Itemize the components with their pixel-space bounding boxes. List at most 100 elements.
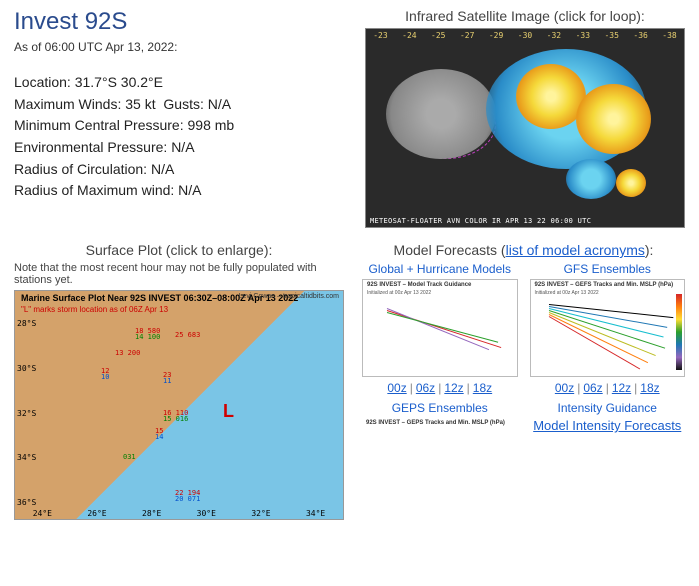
lon-tick: -23 — [373, 31, 387, 40]
global-img-title: 92S INVEST – Model Track Guidance — [367, 282, 471, 288]
lon-tick: -35 — [604, 31, 618, 40]
y-tick: 36°S — [17, 498, 36, 507]
loc-value: 31.7°S 30.2°E — [75, 74, 163, 90]
roc-label: Radius of Circulation: — [14, 161, 147, 177]
gfs-img-title: 92S INVEST – GEFS Tracks and Min. MSLP (… — [535, 282, 674, 288]
station-plot: 1210 — [101, 369, 109, 381]
station-plot: 1514 — [155, 429, 163, 441]
satellite-title: Infrared Satellite Image (click for loop… — [365, 8, 685, 24]
y-tick: 28°S — [17, 319, 36, 328]
run-link-12z[interactable]: 12z — [612, 381, 631, 395]
x-tick: 26°E — [87, 509, 106, 518]
y-tick: 34°S — [17, 453, 36, 462]
lon-tick: -27 — [460, 31, 474, 40]
separator: | — [606, 381, 609, 395]
y-tick: 30°S — [17, 364, 36, 373]
satellite-lon-ticks: -23 -24 -25 -27 -29 -30 -32 -33 -35 -36 -38 — [366, 31, 684, 40]
rmw-value: N/A — [178, 182, 201, 198]
lon-tick: -24 — [402, 31, 416, 40]
lon-tick: -29 — [489, 31, 503, 40]
y-tick: 32°S — [17, 409, 36, 418]
roc-value: N/A — [151, 161, 174, 177]
global-models-image[interactable]: 92S INVEST – Model Track Guidance Initia… — [362, 279, 518, 377]
models-section-prefix: Model Forecasts ( — [394, 242, 506, 258]
lon-tick: -33 — [576, 31, 590, 40]
storm-title: Invest 92S — [14, 8, 345, 36]
run-link-06z[interactable]: 06z — [583, 381, 602, 395]
lon-tick: -30 — [518, 31, 532, 40]
model-acronyms-link[interactable]: list of model acronyms — [506, 242, 645, 258]
gfs-run-links: 00z|06z|12z|18z — [530, 381, 686, 395]
geps-img-title: 92S INVEST – GEPS Tracks and Min. MSLP (… — [366, 420, 505, 426]
station-plot: 22 19420 071 — [175, 491, 200, 503]
lon-tick: -36 — [633, 31, 647, 40]
maxwind-label: Maximum Winds: — [14, 96, 121, 112]
run-link-06z[interactable]: 06z — [416, 381, 435, 395]
station-plot: 13 200 — [115, 351, 140, 357]
satellite-image[interactable]: -23 -24 -25 -27 -29 -30 -32 -33 -35 -36 -38 METEOS… — [365, 28, 685, 228]
run-link-18z[interactable]: 18z — [473, 381, 492, 395]
x-tick: 24°E — [33, 509, 52, 518]
cloud-icon — [386, 69, 496, 159]
x-tick: 30°E — [197, 509, 216, 518]
x-tick: 28°E — [142, 509, 161, 518]
geps-ensembles-subtitle: GEPS Ensembles — [362, 401, 518, 415]
intensity-guidance-subtitle: Intensity Guidance — [530, 401, 686, 415]
storm-asof: As of 06:00 UTC Apr 13, 2022: — [14, 40, 345, 54]
station-plot: 031 — [123, 455, 136, 461]
surface-x-axis: 24°E 26°E 28°E 30°E 32°E 34°E — [15, 509, 343, 518]
run-link-12z[interactable]: 12z — [444, 381, 463, 395]
intensity-guidance-link[interactable]: Model Intensity Forecasts — [533, 418, 681, 433]
cloud-icon — [576, 84, 651, 154]
surface-section-title: Surface Plot (click to enlarge): — [14, 242, 344, 258]
surface-plot-credit: Levi Cowan – tropicaltidbits.com — [239, 293, 339, 300]
surface-note: Note that the most recent hour may not b… — [14, 262, 344, 286]
separator: | — [467, 381, 470, 395]
lon-tick: -25 — [431, 31, 445, 40]
gusts-value: N/A — [208, 96, 231, 112]
station-plot: 25 683 — [175, 333, 200, 339]
geps-image-header: 92S INVEST – GEPS Tracks and Min. MSLP (… — [362, 418, 518, 436]
separator: | — [577, 381, 580, 395]
cloud-icon — [566, 159, 616, 199]
models-section-suffix: ): — [645, 242, 654, 258]
run-link-00z[interactable]: 00z — [555, 381, 574, 395]
x-tick: 34°E — [306, 509, 325, 518]
mslp-colorbar-icon — [676, 294, 682, 370]
surface-plot[interactable]: Marine Surface Plot Near 92S INVEST 06:3… — [14, 290, 344, 520]
track-line-icon — [387, 312, 498, 343]
track-line-icon — [548, 312, 655, 356]
separator: | — [634, 381, 637, 395]
gfs-img-sub: Initialized at 00z Apr 13 2022 — [535, 290, 599, 296]
separator: | — [438, 381, 441, 395]
envp-label: Environmental Pressure: — [14, 139, 167, 155]
lon-tick: -32 — [547, 31, 561, 40]
x-tick: 32°E — [251, 509, 270, 518]
station-plot: 2311 — [163, 373, 171, 385]
envp-value: N/A — [171, 139, 194, 155]
run-link-18z[interactable]: 18z — [640, 381, 659, 395]
mcp-value: 998 mb — [188, 117, 235, 133]
station-plot: 16 11015 016 — [163, 411, 188, 423]
storm-info-panel: Invest 92S As of 06:00 UTC Apr 13, 2022:… — [14, 8, 345, 228]
station-plot: 18 58014 100 — [135, 329, 160, 341]
gusts-label: Gusts: — [163, 96, 203, 112]
global-img-sub: Initialized at 00z Apr 13 2022 — [367, 290, 431, 296]
cloud-icon — [616, 169, 646, 197]
gfs-ensembles-image[interactable]: 92S INVEST – GEFS Tracks and Min. MSLP (… — [530, 279, 686, 377]
maxwind-value: 35 kt — [125, 96, 155, 112]
mcp-label: Minimum Central Pressure: — [14, 117, 184, 133]
rmw-label: Radius of Maximum wind: — [14, 182, 174, 198]
track-line-icon — [387, 308, 489, 350]
run-link-00z[interactable]: 00z — [387, 381, 406, 395]
models-section-title: Model Forecasts (list of model acronyms)… — [362, 242, 685, 258]
surface-y-axis: 28°S 30°S 32°S 34°S 36°S — [17, 319, 36, 507]
loc-label: Location: — [14, 74, 71, 90]
storm-L-marker-icon: L — [223, 401, 234, 422]
surface-plot-subtitle: "L" marks storm location as of 06Z Apr 1… — [21, 305, 168, 314]
global-models-subtitle: Global + Hurricane Models — [362, 262, 518, 276]
global-run-links: 00z|06z|12z|18z — [362, 381, 518, 395]
separator: | — [410, 381, 413, 395]
satellite-footer: METEOSAT-FLOATER AVN COLOR IR APR 13 22 … — [370, 217, 680, 225]
lon-tick: -38 — [662, 31, 676, 40]
